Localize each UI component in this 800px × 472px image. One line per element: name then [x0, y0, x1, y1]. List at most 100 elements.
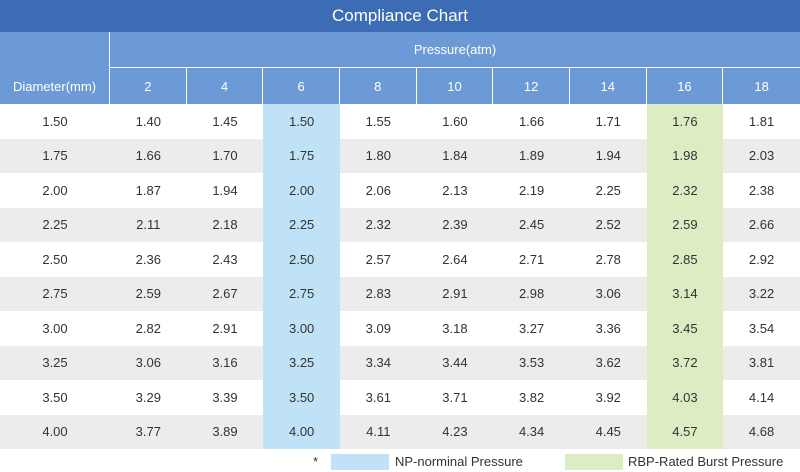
table-row: 3.00 2.82 2.91 3.00 3.09 3.18 3.27 3.36 3.45 3.54: [0, 311, 800, 346]
table-row: 2.75 2.59 2.67 2.75 2.83 2.91 2.98 3.06 3.14 3.22: [0, 276, 800, 311]
value-cell: 3.54: [748, 320, 775, 336]
value-cell: 1.40: [135, 113, 161, 129]
diameter-cell: 3.50: [42, 389, 68, 405]
value-cell: 4.14: [748, 389, 775, 405]
value-cell: 1.60: [442, 113, 468, 129]
table-row: 2.50 2.36 2.43 2.50 2.57 2.64 2.71 2.78 2.85 2.92: [0, 242, 800, 277]
value-cell: 2.13: [442, 182, 468, 198]
table-row: 1.50 1.40 1.45 1.50 1.55 1.60 1.66 1.71 1.76 1.81: [0, 104, 800, 139]
table-row: 2.25 2.11 2.18 2.25 2.32 2.39 2.45 2.52 2.59 2.66: [0, 207, 800, 242]
value-cell: 2.91: [442, 286, 468, 302]
legend-rbp-swatch: [565, 454, 623, 470]
value-cell: 2.45: [518, 217, 545, 233]
pressure-header: Pressure(atm): [110, 32, 800, 68]
value-cell: 2.75: [263, 276, 340, 311]
value-cell: 4.03: [646, 380, 724, 415]
legend-np-swatch: [331, 454, 389, 470]
pressure-column-header: 10: [417, 68, 494, 104]
value-cell: 4.45: [595, 424, 621, 440]
value-cell: 3.09: [365, 320, 391, 336]
pressure-column-header: 6: [263, 68, 340, 104]
value-cell: 1.98: [646, 138, 724, 173]
value-cell: 4.57: [646, 414, 724, 449]
value-cell: 1.80: [365, 148, 391, 164]
value-cell: 2.43: [212, 251, 238, 267]
value-cell: 3.50: [263, 380, 340, 415]
table-row: 3.50 3.29 3.39 3.50 3.61 3.71 3.82 3.92 4.03 4.14: [0, 380, 800, 415]
value-cell: 2.25: [595, 182, 621, 198]
value-cell: 2.59: [135, 286, 161, 302]
value-cell: 2.11: [136, 217, 161, 233]
value-cell: 3.25: [263, 345, 340, 380]
value-cell: 2.39: [442, 217, 468, 233]
value-cell: 1.81: [748, 113, 775, 129]
pressure-column-header: 2: [110, 68, 187, 104]
pressure-column-header: 18: [754, 78, 769, 94]
diameter-cell: 1.75: [42, 148, 68, 164]
value-cell: 3.39: [212, 389, 238, 405]
value-cell: 1.87: [135, 182, 161, 198]
value-cell: 1.84: [442, 148, 468, 164]
value-cell: 2.52: [595, 217, 621, 233]
value-cell: 2.92: [748, 251, 775, 267]
value-cell: 1.45: [212, 113, 238, 129]
value-cell: 1.89: [518, 148, 545, 164]
value-cell: 3.36: [595, 320, 621, 336]
value-cell: 2.67: [212, 286, 238, 302]
value-cell: 2.66: [748, 217, 775, 233]
value-cell: 1.66: [135, 148, 161, 164]
value-cell: 2.38: [748, 182, 775, 198]
value-cell: 2.83: [365, 286, 391, 302]
value-cell: 2.59: [646, 207, 724, 242]
header-blank-cell: [0, 32, 110, 68]
column-header-row: Diameter(mm) 2 4 6 8 10 12 14 16 18: [0, 68, 800, 104]
value-cell: 2.36: [135, 251, 161, 267]
value-cell: 2.71: [518, 251, 545, 267]
value-cell: 3.45: [646, 311, 724, 346]
legend: * NP-norminal Pressure RBP-Rated Burst P…: [0, 452, 800, 472]
pressure-column-header: 8: [340, 68, 417, 104]
value-cell: 4.23: [442, 424, 468, 440]
pressure-column-header: 4: [187, 68, 264, 104]
legend-star: *: [313, 454, 319, 469]
value-cell: 2.57: [365, 251, 391, 267]
value-cell: 3.81: [748, 355, 775, 371]
value-cell: 3.77: [135, 424, 161, 440]
diameter-cell: 3.00: [42, 320, 68, 336]
table-row: 4.00 3.77 3.89 4.00 4.11 4.23 4.34 4.45 4.57 4.68: [0, 414, 800, 449]
value-cell: 3.22: [748, 286, 775, 302]
value-cell: 1.50: [263, 104, 340, 139]
legend-np-label: NP-norminal Pressure: [395, 454, 523, 469]
value-cell: 2.91: [212, 320, 238, 336]
value-cell: 3.27: [518, 320, 545, 336]
value-cell: 4.00: [263, 414, 340, 449]
value-cell: 1.75: [263, 138, 340, 173]
table-row: 3.25 3.06 3.16 3.25 3.34 3.44 3.53 3.62 3.72 3.81: [0, 345, 800, 380]
value-cell: 1.76: [646, 104, 724, 139]
value-cell: 1.66: [518, 113, 545, 129]
value-cell: 1.94: [212, 182, 238, 198]
value-cell: 2.19: [518, 182, 545, 198]
value-cell: 3.82: [518, 389, 545, 405]
diameter-cell: 2.50: [42, 251, 68, 267]
pressure-column-header: 12: [493, 68, 570, 104]
diameter-cell: 3.25: [42, 355, 68, 371]
value-cell: 2.18: [212, 217, 238, 233]
table-row: 2.00 1.87 1.94 2.00 2.06 2.13 2.19 2.25 2.32 2.38: [0, 173, 800, 208]
value-cell: 3.44: [442, 355, 468, 371]
value-cell: 3.89: [212, 424, 238, 440]
pressure-header-row: Pressure(atm): [0, 32, 800, 68]
value-cell: 2.64: [442, 251, 468, 267]
diameter-cell: 2.75: [42, 286, 68, 302]
value-cell: 2.06: [365, 182, 391, 198]
value-cell: 3.71: [442, 389, 468, 405]
value-cell: 2.85: [646, 242, 724, 277]
value-cell: 3.34: [365, 355, 391, 371]
chart-title: Compliance Chart: [0, 0, 800, 32]
value-cell: 1.70: [212, 148, 238, 164]
value-cell: 2.78: [595, 251, 621, 267]
value-cell: 3.06: [135, 355, 161, 371]
value-cell: 3.62: [595, 355, 621, 371]
value-cell: 2.32: [365, 217, 391, 233]
diameter-cell: 1.50: [42, 113, 68, 129]
